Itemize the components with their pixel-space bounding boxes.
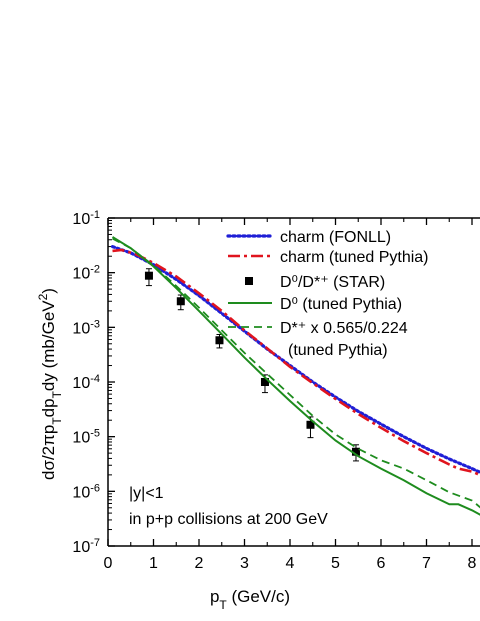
data-point-star [351, 447, 360, 456]
x-axis-title-main: p [210, 587, 219, 606]
legend: charm (FONLL) charm (tuned Pythia) D⁰/D*⁺ … [226, 229, 429, 359]
annotation-rapidity: |y|<1 [129, 485, 164, 502]
y-tick-label: 10-6 [72, 482, 100, 501]
y-axis-title: dσ/2πpTdpTdy (mb/GeV2) [36, 288, 64, 480]
series-line-dashdot [112, 248, 480, 477]
x-axis-title-unit: (GeV/c) [227, 587, 290, 606]
x-tick-label: 1 [149, 555, 158, 572]
y-axis-title-part: ) [39, 288, 58, 294]
y-tick-label: 10-1 [72, 209, 100, 228]
data-point-star [144, 271, 153, 280]
y-tick-label: 10-4 [72, 373, 100, 392]
tick-labels-group: 0 1 2 3 4 5 6 7 8 10-7 10-6 10-5 10-4 10-3 10-2 10-1 [72, 209, 476, 572]
x-axis-title-sub: T [219, 598, 227, 612]
series-line-dashed [112, 237, 480, 509]
y-axis-title-part: dp [39, 398, 58, 417]
y-tick-label: 10-3 [72, 318, 100, 337]
y-axis-title-part: 2 [36, 293, 50, 300]
legend-label-line2: (tuned Pythia) [288, 342, 388, 359]
x-tick-label: 2 [195, 555, 204, 572]
y-axis-title-part: T [50, 390, 64, 398]
data-point-star [260, 378, 269, 386]
x-tick-label: 6 [377, 555, 386, 572]
x-tick-label: 4 [286, 555, 295, 572]
series-line-solid [111, 236, 480, 516]
x-axis-title: pT (GeV/c) [210, 587, 290, 612]
legend-label: charm (FONLL) [280, 229, 391, 246]
legend-label: D⁰/D*⁺ (STAR) [280, 274, 385, 291]
x-tick-label: 5 [331, 555, 340, 572]
data-point-star [215, 336, 224, 345]
y-axis-title-part: dσ/2πp [39, 425, 58, 480]
data-point-star [176, 297, 185, 306]
legend-marker [245, 277, 253, 285]
y-axis-title-part: dy (mb/GeV [39, 300, 58, 391]
x-tick-label: 3 [240, 555, 249, 572]
legend-label: D⁰ (tuned Pythia) [280, 296, 402, 313]
y-tick-label: 10-5 [72, 428, 100, 447]
data-point-star [306, 420, 315, 429]
y-tick-label: 10-2 [72, 264, 100, 283]
y-tick-label: 10-7 [72, 537, 100, 556]
x-tick-label: 8 [468, 555, 477, 572]
legend-label: D*⁺ x 0.565/0.224 [280, 320, 408, 337]
y-axis-title-part: T [50, 417, 64, 425]
annotation-collisions: in p+p collisions at 200 GeV [129, 511, 328, 528]
series-group [110, 236, 480, 516]
ticks-group [107, 217, 473, 547]
series-line-dotted [110, 245, 480, 475]
x-tick-label: 0 [104, 555, 113, 572]
legend-label: charm (tuned Pythia) [280, 249, 429, 266]
x-tick-label: 7 [422, 555, 431, 572]
